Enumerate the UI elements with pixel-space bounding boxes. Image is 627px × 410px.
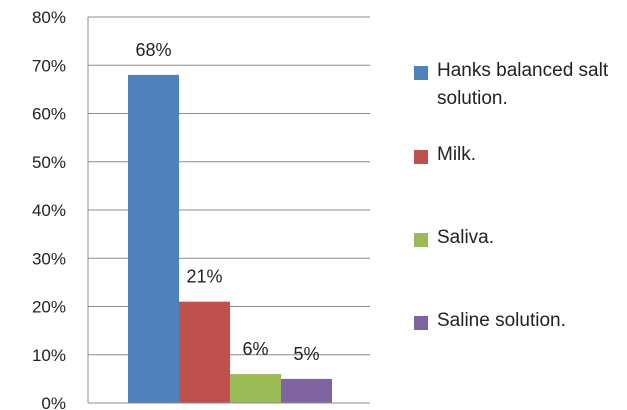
bar xyxy=(179,301,230,403)
legend-item-hanks: Hanks balanced salt solution. xyxy=(414,60,627,113)
y-tick-label: 0% xyxy=(41,394,66,410)
legend-label-saliva: Saliva. xyxy=(437,227,495,248)
y-axis-tick-labels: 0% 10% 20% 30% 40% 50% 60% 70% 80% xyxy=(32,8,66,410)
y-tick-label: 50% xyxy=(32,153,66,172)
bar xyxy=(230,374,281,403)
data-label: 6% xyxy=(242,339,268,359)
legend-item-saline: Saline solution. xyxy=(414,310,627,335)
legend-label-milk: Milk. xyxy=(437,144,477,165)
y-tick-label: 60% xyxy=(32,105,66,124)
data-label: 68% xyxy=(135,40,171,60)
data-label: 21% xyxy=(186,267,222,287)
y-tick-label: 40% xyxy=(32,201,66,220)
legend-label-hanks: Hanks balanced salt solution. xyxy=(437,60,609,109)
legend-swatch-saline xyxy=(414,316,428,330)
legend-swatch-milk xyxy=(414,150,428,164)
legend-label-saline: Saline solution. xyxy=(437,310,566,331)
data-labels: 68% 21% 6% 5% xyxy=(135,40,319,364)
legend-swatch-saliva xyxy=(414,233,428,247)
y-tick-label: 10% xyxy=(32,346,66,365)
legend-item-milk: Milk. xyxy=(414,144,627,169)
y-tick-label: 20% xyxy=(32,298,66,317)
legend-item-saliva: Saliva. xyxy=(414,227,627,252)
data-label: 5% xyxy=(293,344,319,364)
legend-swatch-hanks xyxy=(414,66,428,80)
bars xyxy=(128,74,332,404)
bar xyxy=(281,378,332,403)
y-tick-label: 70% xyxy=(32,56,66,75)
y-tick-label: 80% xyxy=(32,8,66,27)
bar xyxy=(128,74,179,404)
y-tick-label: 30% xyxy=(32,249,66,268)
